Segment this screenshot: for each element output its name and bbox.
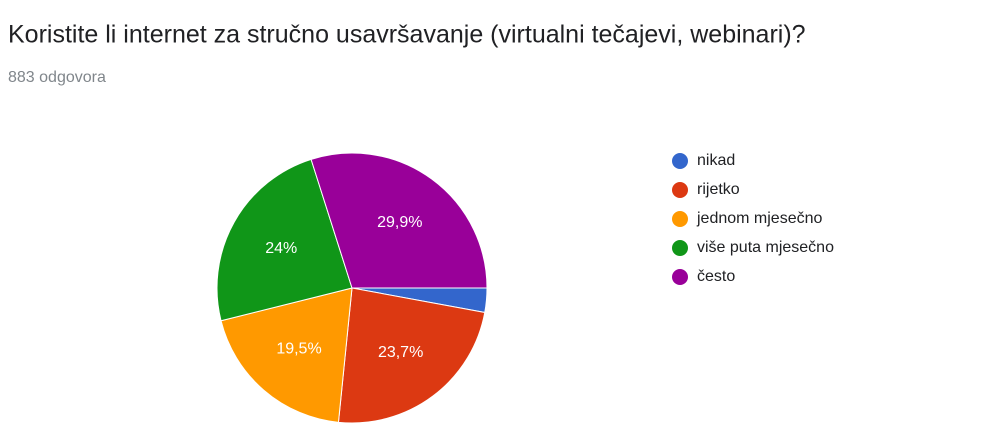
legend-marker: [672, 182, 688, 198]
pie-slice: [216, 158, 353, 322]
slice-label: 24%: [265, 240, 297, 257]
chart-subtitle: 883 odgovora: [8, 69, 106, 86]
slice-label: 23,7%: [378, 344, 423, 361]
pie-slice: [310, 152, 488, 289]
legend-label: često: [697, 268, 735, 285]
legend-marker: [672, 153, 688, 169]
pie-slice: [337, 287, 486, 424]
slice-label: 29,9%: [377, 214, 422, 231]
legend-label: više puta mjesečno: [697, 239, 834, 256]
legend-marker: [672, 211, 688, 227]
legend-label: jednom mjesečno: [696, 210, 823, 227]
legend-label: nikad: [697, 152, 735, 169]
slice-label: 19,5%: [276, 340, 321, 357]
legend-marker: [672, 269, 688, 285]
legend-marker: [672, 240, 688, 256]
chart-title: Koristite li internet za stručno usavrša…: [8, 21, 806, 49]
legend-label: rijetko: [697, 181, 740, 198]
pie-slice: [220, 287, 353, 423]
